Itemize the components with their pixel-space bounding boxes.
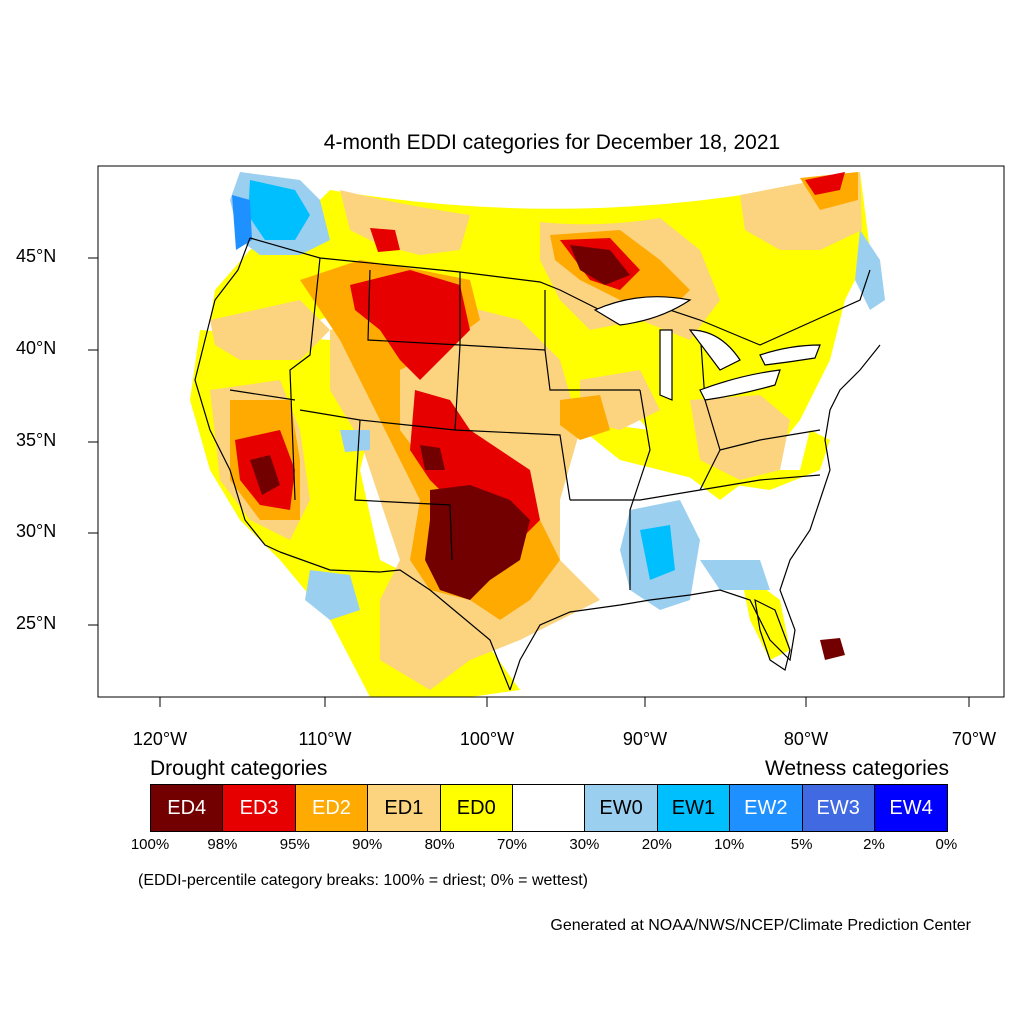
lon-label-70w: 70°W	[951, 729, 997, 749]
map-frame	[97, 165, 1005, 698]
florida	[754, 598, 791, 671]
lat-label-45: 45°N	[16, 246, 57, 266]
percentile-label: 5%	[790, 836, 813, 853]
great-lakes	[593, 296, 821, 401]
wetness-heading: Wetness categories	[764, 757, 949, 780]
legend-box-ew1: EW1	[657, 785, 731, 831]
lat-label-30: 30°N	[16, 521, 57, 541]
boundaries	[194, 237, 881, 691]
percentile-label: 90%	[352, 836, 383, 853]
legend-box-ed0: ED0	[440, 785, 513, 831]
legend-box-ed4: ED4	[151, 785, 224, 831]
axis-ticks	[88, 257, 970, 707]
legend-box-ew4: EW4	[874, 785, 948, 831]
breaks-note: (EDDI-percentile category breaks: 100% =…	[138, 872, 588, 889]
drought-heading: Drought categories	[150, 757, 328, 780]
legend-box-neutral	[512, 785, 586, 831]
percentile-label: 80%	[424, 836, 455, 853]
legend-box-ed2: ED2	[295, 785, 369, 831]
lon-label-80w: 80°W	[783, 729, 829, 749]
legend-percentiles: 100% 98% 95% 90% 80% 70% 30% 20% 10% 5% 2% 0%	[0, 836, 1024, 856]
percentile-label: 100%	[130, 836, 170, 853]
percentile-label: 10%	[714, 836, 745, 853]
lon-label-120w: 120°W	[132, 729, 188, 749]
percentile-label: 98%	[207, 836, 238, 853]
lat-label-35: 35°N	[16, 430, 57, 450]
lat-label-40: 40°N	[16, 338, 57, 358]
percentile-label: 70%	[496, 836, 528, 853]
legend-color-bar: ED4 ED3 ED2 ED1 ED0 EW0 EW1 EW2 EW3 EW4	[150, 784, 949, 832]
lat-label-25: 25°N	[16, 613, 57, 633]
percentile-label: 0%	[935, 836, 958, 853]
legend-box-ew0: EW0	[585, 785, 658, 831]
legend-box-ed1: ED1	[368, 785, 441, 831]
eddi-map	[88, 165, 1005, 707]
legend-box-ew2: EW2	[730, 785, 803, 831]
lon-label-110w: 110°W	[298, 729, 352, 749]
lon-label-90w: 90°W	[622, 729, 668, 749]
percentile-label: 20%	[641, 836, 672, 853]
percentile-label: 2%	[863, 836, 885, 853]
percentile-label: 95%	[279, 836, 310, 853]
legend-box-ew3: EW3	[802, 785, 875, 831]
map-title: 4-month EDDI categories for December 18,…	[323, 131, 781, 154]
lon-label-100w: 100°W	[459, 729, 515, 749]
percentile-label: 30%	[569, 836, 600, 853]
credit-line: Generated at NOAA/NWS/NCEP/Climate Predi…	[550, 917, 971, 934]
legend-box-ed3: ED3	[223, 785, 296, 831]
eddi-field	[190, 172, 885, 697]
